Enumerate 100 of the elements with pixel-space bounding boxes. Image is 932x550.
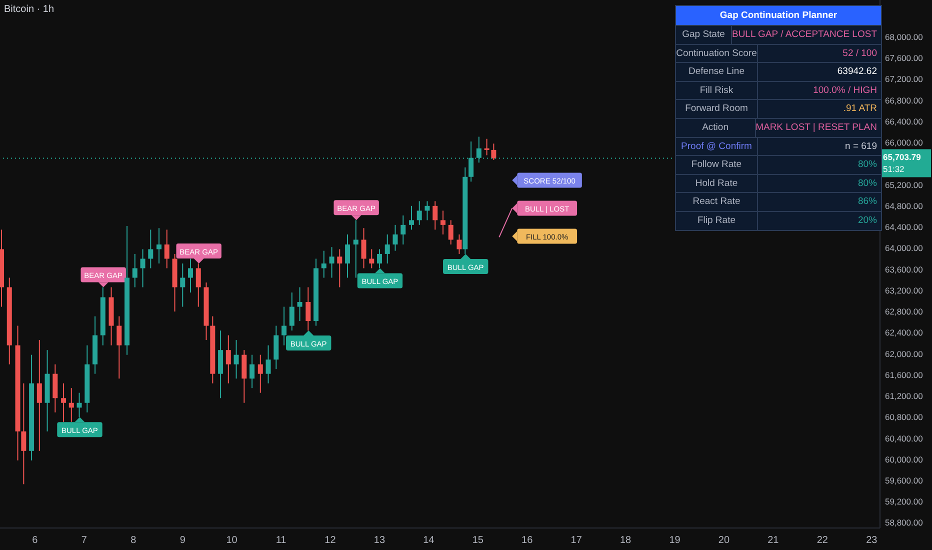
x-tick-label: 11 xyxy=(276,535,287,546)
x-tick-label: 8 xyxy=(130,535,137,546)
candlestick xyxy=(61,382,66,422)
candlestick xyxy=(432,200,438,230)
text: 80% xyxy=(858,178,877,189)
candlestick xyxy=(188,258,194,294)
y-tick-label: 59,200.00 xyxy=(885,496,924,507)
candlestick xyxy=(408,205,414,230)
candlestick xyxy=(491,143,496,160)
candlestick xyxy=(226,334,231,384)
candlestick xyxy=(448,220,454,245)
candlestick xyxy=(289,292,294,332)
candlestick xyxy=(36,340,42,452)
y-tick-label: 60,800.00 xyxy=(885,412,924,422)
y-tick-label: 64,400.00 xyxy=(885,222,924,232)
candlestick xyxy=(345,234,350,278)
y-tick-label: 63,200.00 xyxy=(885,285,924,296)
candlestick xyxy=(424,200,430,221)
candlestick xyxy=(148,229,154,269)
x-tick-label: 15 xyxy=(472,535,484,546)
candlestick xyxy=(234,340,239,380)
candlestick xyxy=(361,228,366,269)
x-tick-label: 22 xyxy=(816,535,828,546)
candlestick xyxy=(392,224,398,252)
candlestick xyxy=(400,214,406,245)
y-tick-label: 62,400.00 xyxy=(885,328,924,338)
y-tick-label: 66,000.00 xyxy=(885,138,924,148)
candlestick xyxy=(337,248,342,288)
x-tick-label: 16 xyxy=(522,535,534,546)
candlestick xyxy=(369,248,374,269)
y-tick-label: 64,800.00 xyxy=(885,200,924,211)
text: n = 619 xyxy=(845,140,877,152)
candlestick xyxy=(416,200,422,226)
category-label: React Rate xyxy=(692,196,740,208)
candlestick xyxy=(321,250,326,278)
candlestick xyxy=(266,344,271,384)
candlestick xyxy=(484,138,490,156)
x-tick-label: 21 xyxy=(768,535,780,546)
x-tick-label: 20 xyxy=(718,535,730,546)
x-tick-label: 14 xyxy=(423,535,435,546)
x-tick-label: 10 xyxy=(226,535,238,546)
candlestick xyxy=(282,306,287,346)
y-tick-label: 60,000.00 xyxy=(885,454,924,464)
text: .91 ATR xyxy=(843,103,877,114)
y-tick-label: 61,200.00 xyxy=(885,391,924,402)
y-tick-label: 62,000.00 xyxy=(885,348,924,359)
x-tick-label: 6 xyxy=(32,535,38,546)
text: 63942.62 xyxy=(837,66,877,78)
y-tick-label: 66,800.00 xyxy=(885,95,924,106)
y-tick-label: 67,600.00 xyxy=(885,53,924,64)
y-tick-label: 62,800.00 xyxy=(885,306,924,317)
chart-title: Bitcoin · 1h xyxy=(4,4,54,15)
y-tick-label: 66,400.00 xyxy=(885,116,924,126)
category-label: Action xyxy=(702,122,728,133)
candlestick xyxy=(456,234,462,254)
candlestick xyxy=(164,229,170,269)
text: Gap Continuation Planner xyxy=(676,6,881,25)
candlestick xyxy=(306,286,311,332)
ref-line-label: 65,703.79 xyxy=(883,152,922,162)
x-tick-label: 7 xyxy=(81,535,88,546)
category-label: Hold Rate xyxy=(695,178,738,189)
y-tick-label: 67,200.00 xyxy=(885,74,924,84)
category-label: Gap State xyxy=(682,29,725,40)
candlestick xyxy=(250,354,255,389)
candlestick xyxy=(21,382,26,485)
category-label: Fill Risk xyxy=(700,84,734,96)
candlestick xyxy=(180,262,186,308)
category-label: Proof @ Confirm xyxy=(681,140,752,152)
candlestick xyxy=(353,220,358,278)
text: 80% xyxy=(858,159,877,170)
category-label: Follow Rate xyxy=(691,159,742,170)
category-label: Flip Rate xyxy=(697,214,736,226)
text: BULL GAP / ACCEPTANCE LOST xyxy=(732,29,877,40)
x-tick-label: 9 xyxy=(180,535,186,546)
x-tick-label: 13 xyxy=(374,535,386,546)
candlestick xyxy=(329,246,334,278)
x-tick-label: 12 xyxy=(324,535,336,546)
candlestick xyxy=(156,228,162,264)
y-tick-label: 63,600.00 xyxy=(885,264,924,274)
candlestick xyxy=(440,210,446,235)
candlestick xyxy=(258,354,263,394)
text: MARK LOST | RESET PLAN xyxy=(756,122,877,133)
text: 100.0% / HIGH xyxy=(813,84,877,96)
y-tick-label: 58,800.00 xyxy=(885,518,924,528)
y-tick-label: 64,000.00 xyxy=(885,243,924,254)
candlestick xyxy=(132,253,138,288)
candlestick xyxy=(76,392,82,418)
candlestick xyxy=(68,388,74,422)
y-tick-label: 59,600.00 xyxy=(885,475,924,486)
x-tick-label: 23 xyxy=(866,535,878,546)
category-label: Continuation Score xyxy=(676,48,757,59)
y-tick-label: 60,400.00 xyxy=(885,433,924,444)
y-tick-label: 65,200.00 xyxy=(885,180,924,190)
candlestick xyxy=(218,330,224,399)
candlestick xyxy=(140,248,146,288)
text: 51:32 xyxy=(883,164,905,174)
text: 52 / 100 xyxy=(842,48,877,59)
x-tick-label: 19 xyxy=(669,535,681,546)
category-label: Defense Line xyxy=(688,66,744,78)
candlestick xyxy=(297,286,302,322)
